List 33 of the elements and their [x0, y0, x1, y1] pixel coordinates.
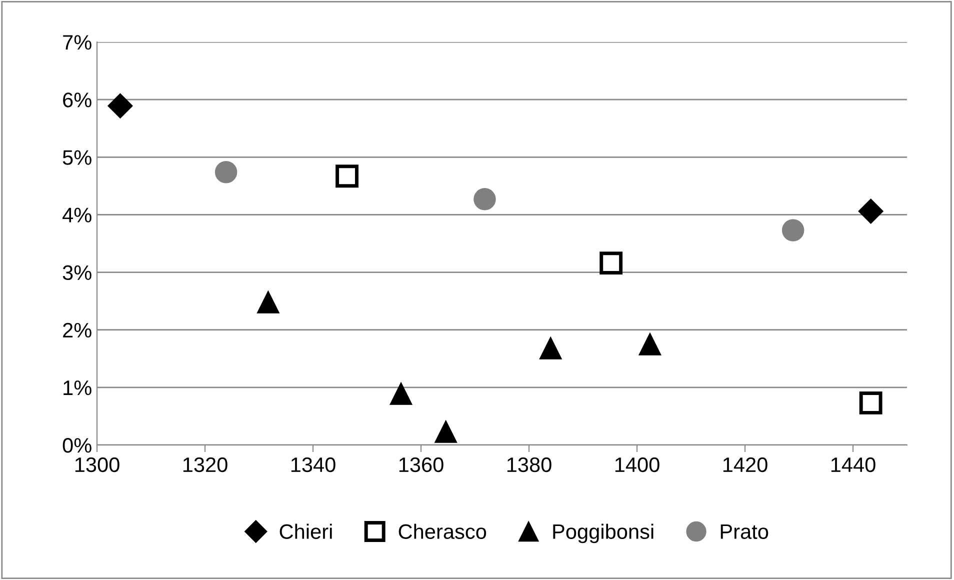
point — [600, 252, 623, 275]
x-tick-label: 1320 — [183, 457, 228, 472]
y-tick-label: 3% — [62, 265, 92, 280]
x-tick-label: 1300 — [75, 457, 120, 472]
point — [390, 382, 412, 405]
legend-label: Prato — [720, 524, 768, 539]
point — [638, 333, 662, 356]
point — [859, 392, 882, 414]
y-tick-label: 2% — [63, 322, 92, 338]
point — [108, 93, 133, 118]
legend-label: Poggibonsi — [553, 524, 654, 544]
x-tick-label: 1400 — [615, 457, 660, 472]
y-tick-label: 5% — [62, 150, 92, 165]
x-tick-label: 1340 — [291, 457, 336, 472]
point — [257, 291, 280, 314]
y-tick-label: 7% — [63, 35, 92, 50]
y-tick-label: 6% — [63, 92, 92, 108]
point — [539, 337, 562, 360]
y-tick-label: 0% — [62, 438, 92, 453]
point — [858, 198, 884, 224]
point — [336, 164, 358, 188]
x-tick-label: 1440 — [831, 457, 876, 472]
x-tick-label: 1360 — [399, 457, 444, 472]
x-tick-label: 1420 — [723, 457, 768, 472]
legend-label: Chieri — [280, 524, 332, 539]
legend-label: Cherasco — [398, 524, 486, 539]
point — [474, 188, 496, 210]
x-tick-label: 1380 — [507, 457, 552, 472]
y-tick-label: 1% — [64, 380, 92, 396]
point — [434, 420, 457, 443]
point — [782, 219, 804, 242]
point — [214, 161, 238, 184]
y-tick-label: 4% — [62, 208, 92, 222]
